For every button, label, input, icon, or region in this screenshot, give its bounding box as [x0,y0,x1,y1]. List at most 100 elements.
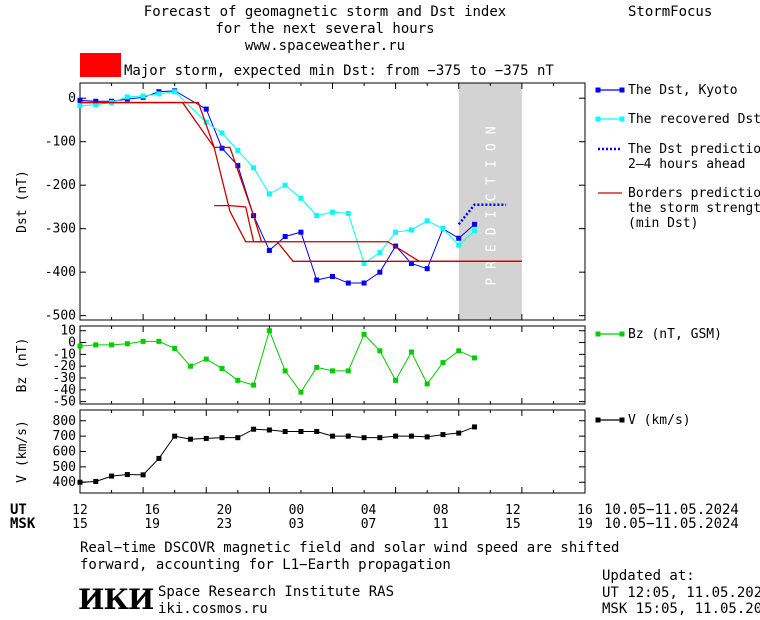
series-1 [77,328,478,395]
ut-tick-label: 20 [216,503,232,518]
data-point [187,363,193,369]
data-point [203,106,209,112]
legend-label: Borders prediction of [628,186,760,201]
data-point [314,213,320,219]
prediction-label: PREDICTION [484,117,499,285]
data-point [361,280,367,286]
data-point [472,424,478,430]
series-4 [80,101,522,262]
data-point [235,435,241,441]
y-axis-label: V (km/s) [15,420,30,483]
y-tick-label: 0 [68,91,76,106]
data-point [440,360,446,366]
data-point [393,229,399,235]
msk-tick-label: 07 [361,517,377,532]
data-point [361,331,367,337]
series-line [457,203,507,226]
series-1 [77,424,478,485]
data-point [330,274,335,280]
title-line-3: www.spaceweather.ru [244,38,406,54]
plot-frame [79,325,586,405]
data-point [187,436,193,442]
series-line [80,101,278,243]
data-point [93,478,99,484]
data-point [330,209,335,215]
data-point [345,280,351,286]
legend-marker [619,116,625,122]
data-point [156,91,162,97]
data-point [77,479,83,485]
data-point [77,103,83,109]
y-axis-label: Dst (nT) [15,170,30,233]
data-point [235,377,241,383]
y-tick-label: -50 [53,395,76,410]
data-point [440,432,446,438]
legend-entry: Borders prediction ofthe storm strength(… [598,186,760,231]
updated-msk: MSK 15:05, 11.05.2024 [602,601,760,617]
series-line [80,101,522,262]
msk-tick-label: 15 [505,517,521,532]
data-point [219,435,225,441]
y-axis-label: Bz (nT) [15,338,30,393]
data-point [109,473,115,479]
data-point [282,234,288,240]
data-point [472,221,478,227]
data-point [172,345,178,351]
data-point [361,260,367,266]
legend-label: Bz (nT, GSM) [628,327,722,342]
data-point [203,435,209,441]
series-3 [457,203,507,226]
note-line-1: Real−time DSCOVR magnetic field and sola… [80,540,620,556]
data-point [251,382,257,388]
y-tick-label: 800 [53,414,76,429]
legend-label: 2–4 hours ahead [628,157,745,172]
data-point [345,368,351,374]
data-point [314,364,320,370]
data-point [77,343,83,349]
data-point [298,195,304,201]
data-point [282,429,288,435]
data-point [345,210,351,216]
legend-label: The Dst, Kyoto [628,83,738,98]
data-point [140,338,146,344]
legend-label: The recovered Dst [628,112,760,127]
data-point [408,349,414,355]
data-point [393,377,399,383]
data-point [424,434,430,440]
data-point [330,368,335,374]
y-tick-label: 400 [53,475,76,490]
data-point [377,348,383,354]
data-point [472,355,478,361]
data-point [330,433,335,439]
institute-name: Space Research Institute RAS [158,584,395,600]
institute-site[interactable]: iki.cosmos.ru [158,601,268,617]
data-point [235,147,241,153]
legend-entry: The Dst, Kyoto [595,83,738,98]
legend-marker [595,417,601,423]
data-point [93,102,99,108]
y-tick-label: -10 [53,347,76,362]
series-line [79,329,475,394]
data-point [251,426,257,432]
iki-logo: ИКИ [78,583,154,616]
data-point [424,266,430,272]
chart-panel-2: 100-10-20-30-40-50 Bz (nT) Bz (nT, GSM) [15,324,722,410]
data-point [298,429,304,435]
data-point [124,94,130,100]
data-point [77,97,83,103]
data-point [124,472,130,478]
title-line-1: Forecast of geomagnetic storm and Dst in… [143,4,507,20]
y-tick-label: 700 [53,429,76,444]
ut-axis-label: UT [10,502,27,518]
ut-date-range: 10.05−11.05.2024 [604,502,739,518]
prediction-band [458,83,522,320]
data-point [282,368,288,374]
storm-forecast-text: Major storm, expected min Dst: from −375… [124,63,554,79]
legend-entry: The recovered Dst [595,112,760,127]
y-tick-label: 600 [53,445,76,460]
series-2 [77,89,478,266]
data-point [393,433,399,439]
data-point [440,226,446,232]
data-point [172,433,178,439]
